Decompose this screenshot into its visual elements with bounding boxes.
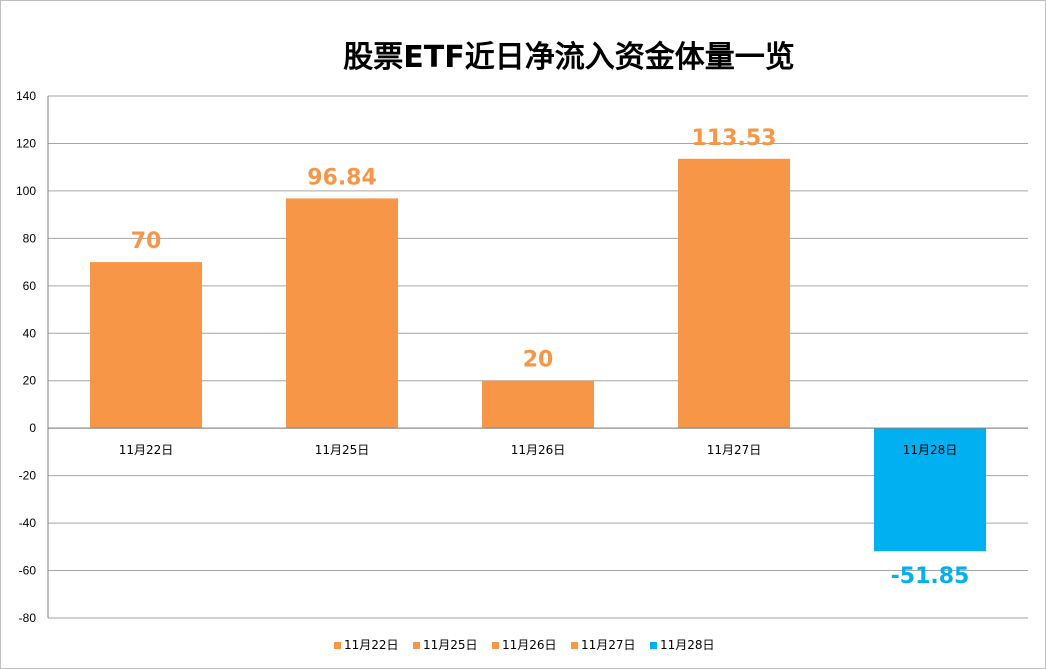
- axes: [47, 96, 1028, 618]
- bar-4: [678, 158, 790, 429]
- data-label: -51.85: [891, 564, 970, 589]
- y-tick-label: -80: [19, 611, 37, 625]
- data-label: 96.84: [307, 165, 377, 190]
- legend-label: 11月27日: [581, 638, 636, 652]
- legend-swatch: [334, 642, 341, 649]
- y-tick-label: -60: [19, 564, 37, 578]
- legend: 11月22日 11月25日 11月26日 11月27日 11月28日: [334, 638, 715, 652]
- category-label: 11月28日: [903, 443, 958, 457]
- bars: [90, 158, 986, 552]
- data-labels: 70 96.84 20 113.53 -51.85: [131, 126, 970, 589]
- y-tick-label: 120: [16, 136, 36, 150]
- bar-3: [482, 380, 594, 429]
- category-label: 11月25日: [315, 443, 370, 457]
- category-label: 11月26日: [511, 443, 566, 457]
- category-label: 11月27日: [707, 443, 762, 457]
- category-label: 11月22日: [119, 443, 174, 457]
- chart-title: 股票ETF近日净流入资金体量一览: [343, 40, 795, 75]
- legend-swatch: [650, 642, 657, 649]
- legend-label: 11月22日: [344, 638, 399, 652]
- data-label: 20: [523, 348, 554, 373]
- y-tick-label: 40: [23, 326, 37, 340]
- bar-2: [286, 198, 398, 429]
- y-tick-label: 20: [23, 374, 37, 388]
- y-tick-label: -20: [19, 469, 37, 483]
- category-labels: 11月22日 11月25日 11月26日 11月27日 11月28日: [119, 443, 958, 457]
- y-tick-label: 60: [23, 279, 37, 293]
- legend-label: 11月28日: [660, 638, 715, 652]
- legend-label: 11月25日: [423, 638, 478, 652]
- y-tick-label: 80: [23, 231, 37, 245]
- legend-swatch: [492, 642, 499, 649]
- y-tick-label: 140: [16, 89, 36, 103]
- y-tick-label: 100: [16, 184, 36, 198]
- bar-5: [874, 428, 986, 552]
- y-tick-label: -40: [19, 516, 37, 530]
- bar-1: [90, 262, 202, 429]
- legend-swatch: [413, 642, 420, 649]
- legend-swatch: [571, 642, 578, 649]
- data-label: 113.53: [692, 126, 777, 151]
- data-label: 70: [131, 229, 162, 254]
- y-tick-label: 0: [29, 421, 36, 435]
- legend-label: 11月26日: [502, 638, 557, 652]
- y-axis-ticks: 140 120 100 80 60 40 20 0 -20 -40 -60 -80: [16, 89, 36, 625]
